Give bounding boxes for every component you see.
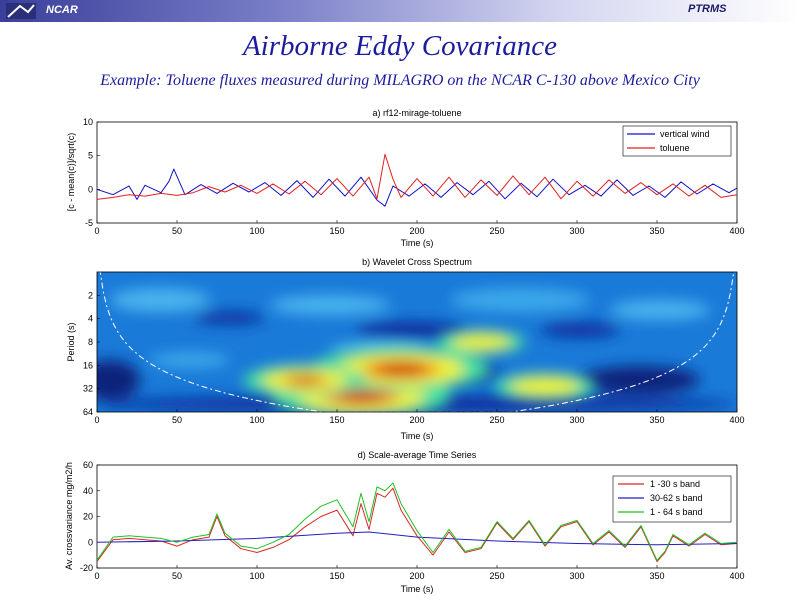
panel-a-legend: vertical wind toluene	[622, 125, 732, 157]
header-bar: NCAR PTRMS	[0, 0, 800, 22]
panel-b-xtick-label: 400	[729, 415, 744, 425]
panel-b: b) Wavelet Cross Spectrum 0 50	[66, 257, 745, 441]
panel-a-xtick-label: 150	[329, 226, 344, 236]
panel-a-ylabel: [c - mean(c)]/sqrt(c)	[66, 133, 76, 212]
panel-a-series-0	[97, 168, 737, 207]
panel-d-series-1	[97, 531, 737, 546]
panel-a-xlabel: Time (s)	[401, 238, 434, 248]
panel-a-ytick-label: 10	[83, 117, 93, 127]
wavelet-hotspot-3-mid	[509, 377, 581, 396]
wavelet-hotspot-2-core	[290, 376, 320, 384]
panel-d-ytick-label: 0	[88, 537, 93, 547]
panel-a-xtick-label: 50	[172, 226, 182, 236]
panel-b-xtick-label: 150	[329, 415, 344, 425]
panel-a-ytick-label: -5	[85, 218, 93, 228]
panel-a-title: a) rf12-mirage-toluene	[372, 108, 461, 118]
panel-d-legend: 1 -30 s band 30-62 s band 1 - 64 s band	[612, 475, 732, 523]
panel-a-ytick-label: 5	[88, 151, 93, 161]
wavelet-hotspot-4-mid	[450, 333, 512, 351]
panel-a-xtick-label: 0	[94, 226, 99, 236]
panel-b-xtick-label: 100	[249, 415, 264, 425]
panel-b-ytick-label: 4	[88, 314, 93, 324]
wavelet-hotspot-1-core	[377, 363, 425, 376]
panel-d-ytick-label: 60	[83, 460, 93, 470]
panel-b-xtick-label: 300	[569, 415, 584, 425]
page-title: Airborne Eddy Covariance	[242, 30, 558, 62]
panel-a-ytick-label: 0	[88, 184, 93, 194]
panel-a-xtick-label: 200	[409, 226, 424, 236]
wavelet-hotspot-0-core	[337, 390, 385, 403]
panel-d-xtick-label: 150	[329, 571, 344, 581]
org-label: NCAR	[46, 4, 78, 16]
cone-of-influence	[97, 272, 737, 412]
panel-d-series-0	[97, 487, 737, 563]
page-subtitle: Example: Toluene fluxes measured during …	[100, 72, 700, 89]
panel-a-xtick-label: 400	[729, 226, 744, 236]
panel-b-xtick-label: 0	[94, 415, 99, 425]
panel-b-xtick-label: 250	[489, 415, 504, 425]
panel-d-xtick-label: 200	[409, 571, 424, 581]
panel-a-xtick-label: 350	[649, 226, 664, 236]
panel-b-ytick-label: 16	[83, 360, 93, 370]
panel-d-xtick-label: 100	[249, 571, 264, 581]
panel-d-xtick-label: 350	[649, 571, 664, 581]
panel-b-ytick-label: 8	[88, 337, 93, 347]
panel-d-ylabel: Av. crossvariance mg/m2/h	[64, 462, 74, 570]
panel-d-ytick-label: 40	[83, 486, 93, 496]
legend-label-band-30-62: 30-62 s band	[650, 493, 703, 503]
panel-b-title: b) Wavelet Cross Spectrum	[362, 257, 472, 267]
legend-label-toluene: toluene	[660, 143, 690, 153]
panel-a-series-1	[97, 153, 737, 200]
panel-d-xlabel: Time (s)	[401, 584, 434, 594]
panel-b-ytick-label: 64	[83, 407, 93, 417]
panel-b-ytick-label: 2	[88, 290, 93, 300]
panel-d-xtick-label: 50	[172, 571, 182, 581]
panel-d-xtick-label: 0	[94, 571, 99, 581]
panel-b-xtick-label: 50	[172, 415, 182, 425]
panel-d-xtick-label: 250	[489, 571, 504, 581]
panel-a: a) rf12-mirage-toluene 0 50 100 150 200 250 30…	[66, 108, 745, 248]
panel-d: d) Scale-average Time Series 0 50 100 150 20…	[64, 450, 745, 594]
ncar-logo-icon	[6, 3, 36, 19]
panel-a-xtick-label: 300	[569, 226, 584, 236]
legend-label-band-1-64: 1 - 64 s band	[650, 507, 703, 517]
panel-d-series-2	[97, 482, 737, 561]
panel-a-xtick-label: 100	[249, 226, 264, 236]
legend-label-vertical-wind: vertical wind	[660, 129, 710, 139]
panel-b-ytick-label: 32	[83, 384, 93, 394]
legend-label-band-1-30: 1 -30 s band	[650, 479, 700, 489]
ptrms-label: PTRMS	[688, 3, 727, 15]
panel-b-xlabel: Time (s)	[401, 431, 434, 441]
panel-d-ytick-label: 20	[83, 512, 93, 522]
panel-b-ylabel: Period (s)	[66, 322, 76, 361]
panel-d-xtick-label: 300	[569, 571, 584, 581]
panel-b-xtick-label: 200	[409, 415, 424, 425]
panel-d-title: d) Scale-average Time Series	[358, 450, 477, 460]
panel-d-ytick-label: -20	[80, 563, 93, 573]
panel-d-xtick-label: 400	[729, 571, 744, 581]
wavelet-spectrum	[97, 272, 737, 412]
panel-a-xtick-label: 250	[489, 226, 504, 236]
panel-b-xtick-label: 350	[649, 415, 664, 425]
